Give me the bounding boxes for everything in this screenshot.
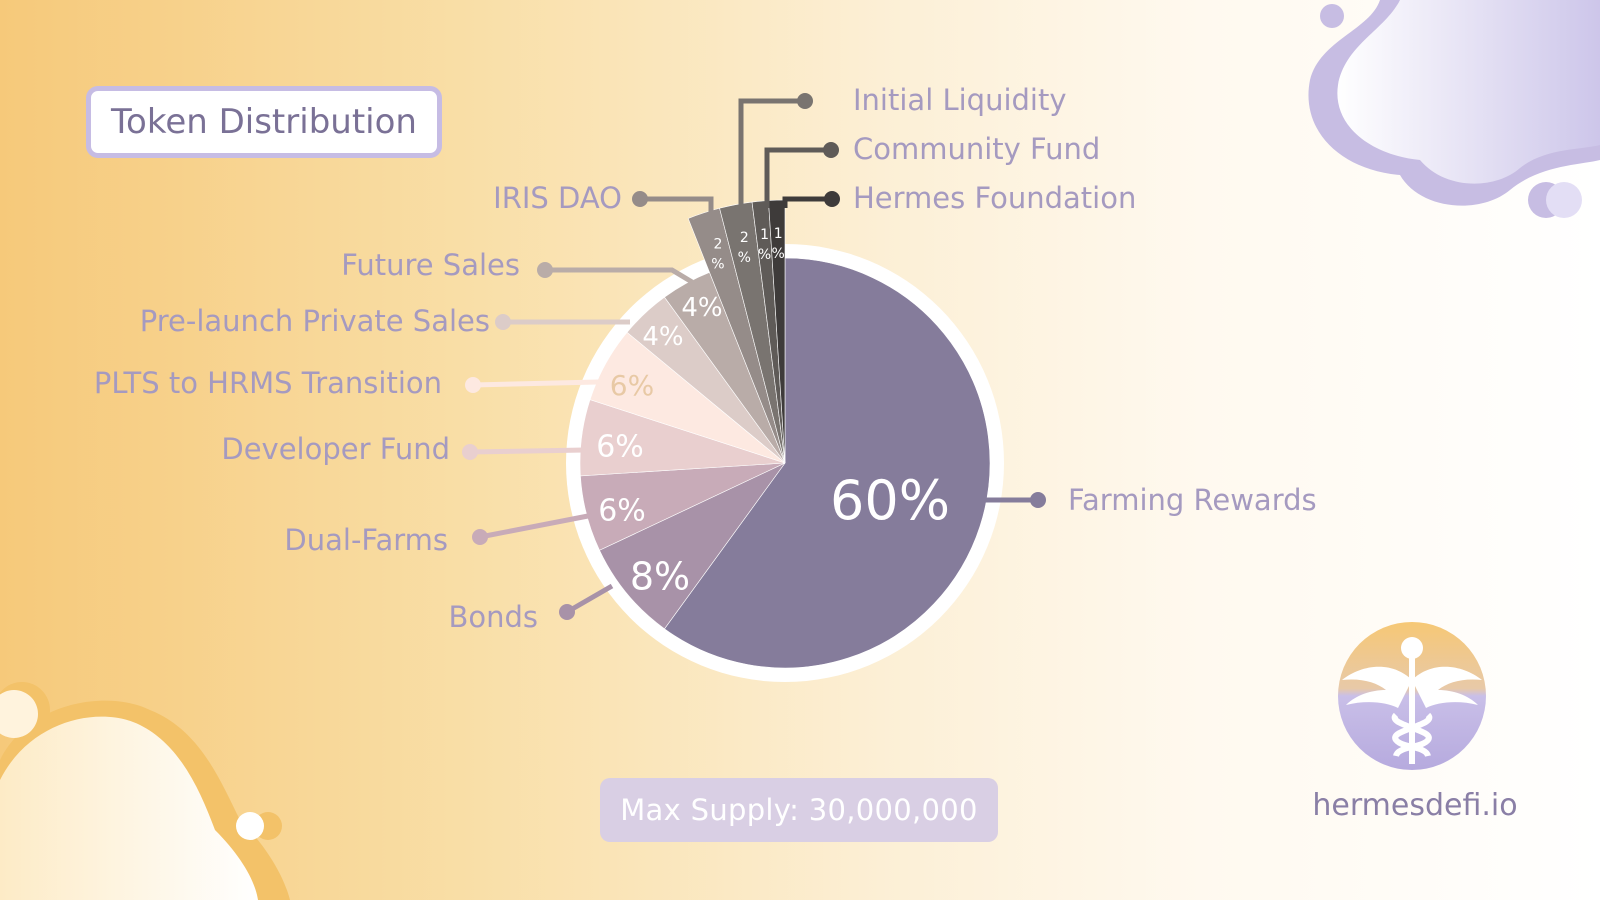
- leader-line: [472, 379, 599, 388]
- pie-slice-farming-rewards: [664, 257, 991, 669]
- leader-dot: [465, 377, 481, 393]
- slice-percent-label: 6%: [610, 369, 654, 402]
- cloud-top-right: [1308, 0, 1600, 218]
- slice-label: Dual-Farms: [284, 523, 448, 557]
- max-supply-badge: Max Supply: 30,000,000: [600, 778, 998, 842]
- slice-label: IRIS DAO: [493, 181, 622, 215]
- hermes-caduceus-logo: [1338, 622, 1486, 770]
- leader-dot: [472, 529, 488, 545]
- slice-label: Pre-launch Private Sales: [140, 304, 490, 338]
- leader-dot: [823, 142, 839, 158]
- pie-slice-bonds: [599, 462, 786, 630]
- slice-percent-label: 6%: [596, 430, 644, 465]
- leader-dot: [537, 262, 553, 278]
- leader-dot: [632, 191, 648, 207]
- slice-percent-label: 1%: [758, 227, 771, 263]
- slice-percent-label: 4%: [642, 322, 683, 352]
- slice-percent-label: 4%: [681, 293, 722, 323]
- slice-percent-label: 60%: [830, 469, 950, 532]
- slice-percent-label: 1%: [772, 226, 785, 262]
- leader-dot: [462, 444, 478, 460]
- leader-dot: [824, 191, 840, 207]
- slice-percent-label: 2%: [738, 230, 751, 266]
- slice-label: PLTS to HRMS Transition: [94, 366, 442, 400]
- site-url: hermesdefi.io: [1312, 788, 1518, 823]
- slice-label: Farming Rewards: [1068, 483, 1317, 517]
- leader-line: [738, 98, 805, 208]
- slice-label: Future Sales: [341, 248, 520, 282]
- slice-label: Hermes Foundation: [853, 181, 1136, 215]
- leader-line: [565, 583, 614, 615]
- cloud-bottom-left: [0, 682, 290, 900]
- leader-dot: [1030, 492, 1046, 508]
- leader-dot: [495, 314, 511, 330]
- leader-line: [545, 267, 694, 285]
- max-supply-label: Max Supply: 30,000,000: [620, 793, 978, 827]
- leader-line: [764, 147, 831, 208]
- slice-percent-label: 8%: [630, 554, 690, 598]
- leader-line: [479, 513, 589, 540]
- slice-percent-label: 2%: [711, 237, 724, 273]
- slice-label: Bonds: [448, 600, 538, 634]
- leader-line: [782, 196, 832, 208]
- slice-label: Developer Fund: [221, 432, 450, 466]
- leader-line: [640, 196, 714, 212]
- slice-label: Initial Liquidity: [853, 83, 1067, 117]
- leader-line: [469, 447, 586, 455]
- slice-percent-label: 6%: [598, 494, 646, 529]
- title-box: Token Distribution: [86, 86, 442, 158]
- leader-dot: [559, 604, 575, 620]
- slice-label: Community Fund: [853, 132, 1100, 166]
- chart-title: Token Distribution: [111, 102, 417, 142]
- leader-dot: [797, 93, 813, 109]
